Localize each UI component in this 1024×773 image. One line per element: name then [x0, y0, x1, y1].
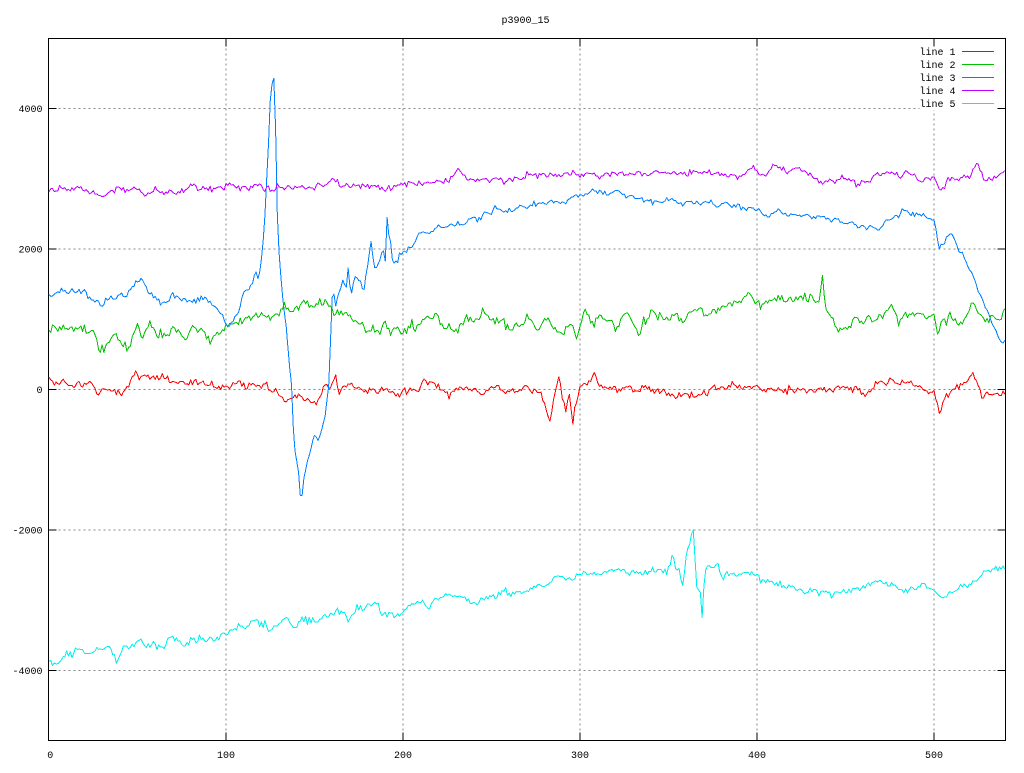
svg-text:2000: 2000 [18, 246, 42, 257]
svg-text:p3900_15: p3900_15 [501, 16, 549, 27]
svg-text:line 5: line 5 [919, 99, 955, 111]
svg-text:100: 100 [217, 751, 235, 762]
svg-text:300: 300 [571, 751, 589, 762]
svg-text:-2000: -2000 [12, 526, 42, 537]
svg-text:500: 500 [925, 751, 943, 762]
svg-text:200: 200 [394, 751, 412, 762]
svg-text:4000: 4000 [18, 105, 42, 116]
svg-text:400: 400 [748, 751, 766, 762]
svg-text:0: 0 [47, 751, 53, 762]
svg-text:line 2: line 2 [919, 60, 955, 72]
svg-text:-4000: -4000 [12, 667, 42, 678]
svg-text:line 4: line 4 [919, 86, 955, 98]
svg-text:line 1: line 1 [919, 47, 955, 59]
svg-text:0: 0 [36, 386, 42, 397]
svg-text:line 3: line 3 [919, 73, 955, 85]
